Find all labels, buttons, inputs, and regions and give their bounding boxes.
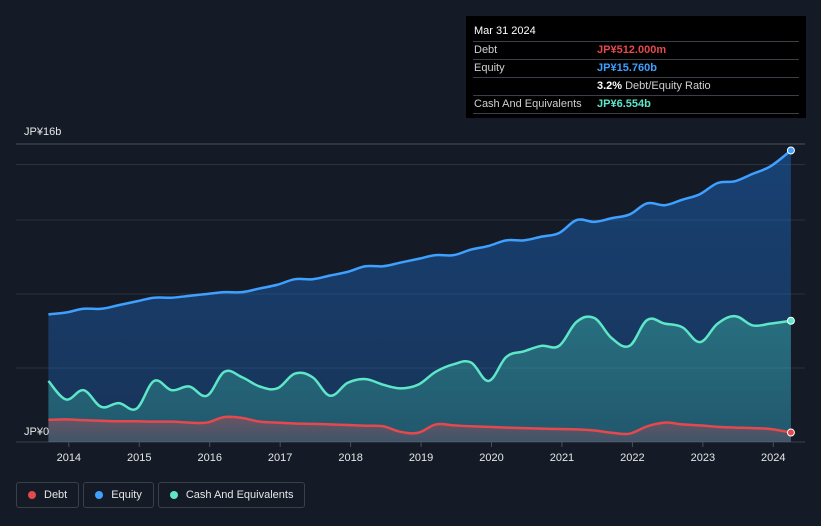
x-tick-label: 2024	[761, 452, 785, 464]
y-axis-bottom-label: JP¥0	[24, 426, 49, 438]
tooltip-debt-label: Debt	[474, 44, 498, 56]
series-lines	[47, 149, 792, 436]
equity-end-point	[786, 146, 795, 155]
x-tick-label: 2018	[338, 452, 362, 464]
tooltip-ratio-label: Debt/Equity Ratio	[625, 80, 711, 92]
tooltip-ratio-spacer	[473, 78, 597, 95]
y-axis-top-label: JP¥16b	[24, 126, 61, 138]
legend-dot-icon	[169, 491, 178, 499]
legend-item-debt[interactable]: Debt	[16, 482, 80, 508]
debt-end-point	[786, 428, 795, 437]
x-tick-label: 2022	[620, 452, 644, 464]
x-tick-label: 2016	[197, 452, 221, 464]
legend-item-equity[interactable]: Equity	[83, 482, 154, 508]
cash-line	[47, 314, 792, 411]
debt-area	[48, 416, 791, 442]
x-tick-label: 2017	[268, 452, 292, 464]
tooltip-debt-value: JP¥512.000m	[597, 44, 667, 56]
legend-dot-icon	[28, 491, 36, 499]
tooltip-date: Mar 31 2024	[473, 23, 799, 42]
tooltip-row-ratio: 3.2% Debt/Equity Ratio	[473, 78, 799, 96]
data-tooltip: Mar 31 2024 Debt JP¥512.000m Equity JP¥1…	[466, 16, 806, 118]
cash-end-point	[786, 316, 795, 325]
legend-debt-label: Debt	[44, 489, 68, 501]
cash-area	[48, 316, 791, 442]
x-tick-label: 2019	[409, 452, 433, 464]
tooltip-row-equity: Equity JP¥15.760b	[473, 60, 799, 78]
tooltip-row-debt: Debt JP¥512.000m	[473, 42, 799, 60]
tooltip-equity-label: Equity	[474, 62, 505, 74]
x-axis-ticks: 2014 2015 2016 2017 2018 2019 2020 2021 2022 2023…	[57, 442, 786, 464]
x-tick-label: 2015	[127, 452, 151, 464]
tooltip-row-cash: Cash And Equivalents JP¥6.554b	[473, 96, 799, 114]
legend-item-cash[interactable]: Cash And Equivalents	[157, 482, 306, 508]
x-tick-label: 2021	[550, 452, 574, 464]
tooltip-ratio-value: 3.2%	[597, 80, 623, 92]
equity-line	[48, 149, 792, 316]
tooltip-cash-label: Cash And Equivalents	[474, 98, 582, 110]
x-tick-label: 2023	[691, 452, 715, 464]
series-areas	[48, 150, 791, 442]
legend-equity-label: Equity	[111, 489, 142, 501]
legend-dot-icon	[95, 491, 104, 499]
x-tick-label: 2020	[479, 452, 503, 464]
end-markers	[786, 146, 795, 437]
debt-line	[48, 415, 792, 436]
tooltip-equity-value: JP¥15.760b	[597, 62, 657, 74]
tooltip-cash-value: JP¥6.554b	[597, 98, 651, 110]
chart-legend: Debt Equity Cash And Equivalents	[16, 482, 306, 508]
legend-cash-label: Cash And Equivalents	[185, 489, 294, 501]
x-tick-label: 2014	[57, 452, 81, 464]
